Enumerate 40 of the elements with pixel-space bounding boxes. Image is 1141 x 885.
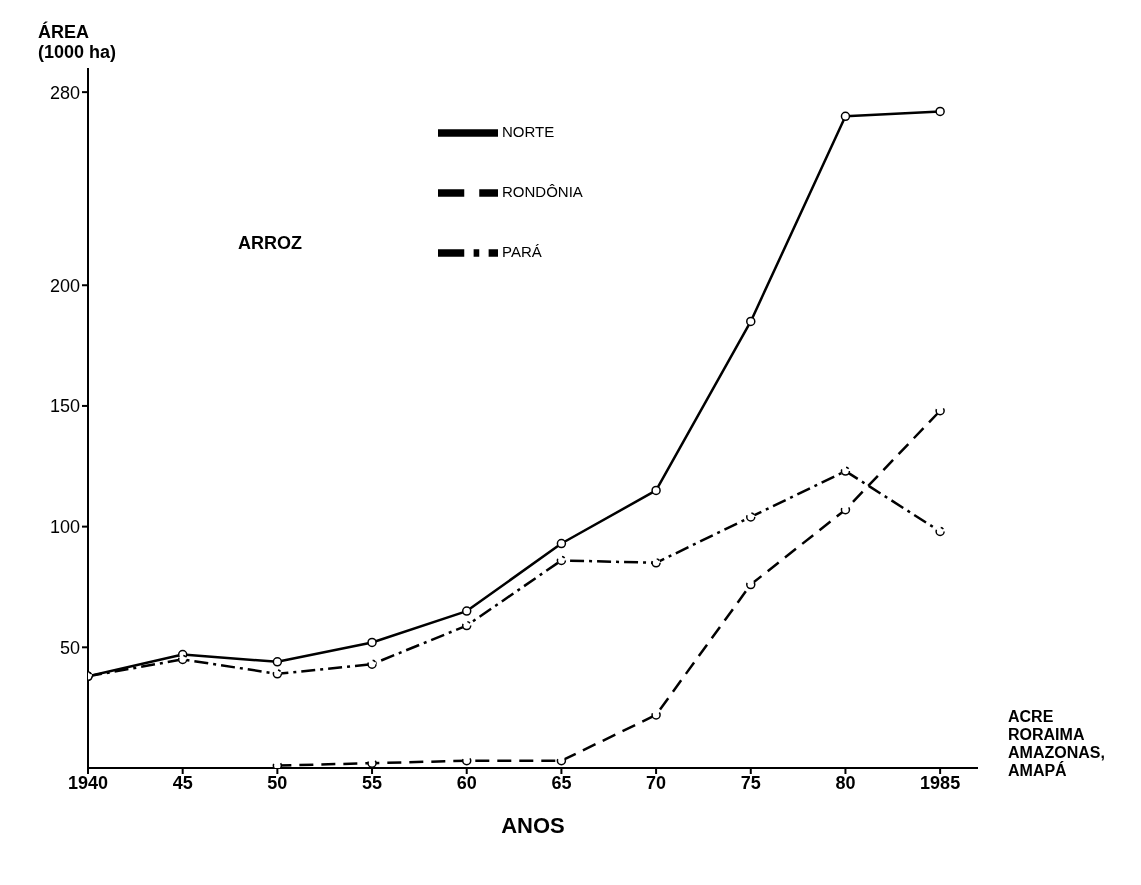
- point: [367, 659, 377, 669]
- point: [177, 654, 188, 665]
- x-tick-label: 1985: [920, 772, 961, 793]
- point: [840, 111, 851, 122]
- point: [556, 555, 567, 566]
- point: [272, 669, 283, 679]
- point: [272, 657, 283, 667]
- point: [461, 620, 472, 631]
- x-tick-label: 75: [740, 772, 761, 793]
- point: [840, 466, 851, 476]
- x-tick-label: 80: [835, 772, 856, 793]
- point: [651, 558, 661, 568]
- annotation: ARROZ: [238, 233, 302, 254]
- y-tick-label: 200: [49, 275, 80, 296]
- point: [746, 512, 756, 522]
- point: [556, 756, 567, 766]
- x-axis-title: ANOS: [501, 813, 565, 838]
- point: [935, 106, 945, 117]
- point: [461, 606, 472, 616]
- legend-label: PARÁ: [502, 242, 542, 260]
- y-tick-label: 50: [59, 637, 80, 658]
- y-tick-label: 150: [49, 396, 80, 417]
- x-tick-label: 1940: [67, 772, 109, 793]
- legend-label: NORTE: [502, 122, 555, 140]
- x-tick-label: 50: [267, 772, 288, 793]
- point: [367, 637, 377, 648]
- legend-label: RONDÔNIA: [502, 182, 583, 200]
- x-tick-label: 65: [551, 772, 572, 793]
- point: [935, 526, 945, 537]
- y-tick-label: 280: [49, 82, 80, 103]
- y-tick-label: 100: [49, 517, 80, 538]
- point: [746, 316, 756, 327]
- x-tick-label: 70: [646, 772, 667, 793]
- y-axis-title: ÁREA (1000 ha): [38, 22, 117, 62]
- text: ACRE RORAIMA AMAZONAS, AMAPÁ: [1008, 708, 1105, 780]
- x-tick-label: 45: [172, 772, 193, 793]
- point: [556, 538, 567, 549]
- point: [651, 485, 661, 496]
- x-tick-label: 55: [362, 772, 383, 793]
- x-tick-label: 60: [456, 772, 477, 793]
